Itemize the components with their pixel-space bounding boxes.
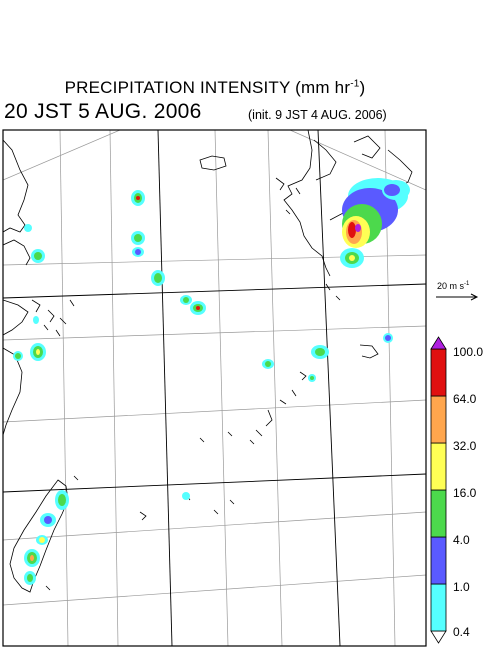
legend-swatch-0 bbox=[430, 583, 447, 632]
map-title: PRECIPITATION INTENSITY (mm hr-1) bbox=[0, 78, 430, 98]
precipitation-cells bbox=[13, 178, 410, 585]
legend-label-4: 4.0 bbox=[453, 533, 470, 547]
legend-swatch-5 bbox=[430, 348, 447, 397]
legend-label-1: 1.0 bbox=[453, 580, 470, 594]
wind-scale-label: 20 m s-1 bbox=[437, 281, 469, 291]
legend-label-64: 64.0 bbox=[453, 392, 477, 406]
legend-label-16: 16.0 bbox=[453, 486, 477, 500]
legend-swatch-3 bbox=[430, 442, 447, 491]
wind-scale-arrow bbox=[436, 293, 479, 301]
legend-bottom-triangle bbox=[430, 630, 447, 644]
coastlines bbox=[3, 130, 413, 593]
legend-label-32: 32.0 bbox=[453, 439, 477, 453]
legend-swatch-1 bbox=[430, 536, 447, 585]
legend-label-100: 100.0 bbox=[453, 345, 484, 359]
main-grid-lines bbox=[3, 130, 426, 646]
legend-label-0-4: 0.4 bbox=[453, 625, 470, 639]
graticule bbox=[3, 130, 426, 646]
wind-scale-text: 20 m s bbox=[437, 281, 465, 291]
init-time: (init. 9 JST 4 AUG. 2006) bbox=[248, 108, 387, 122]
title-unit-exponent: -1 bbox=[350, 78, 360, 90]
wind-scale-exponent: -1 bbox=[464, 281, 470, 287]
legend-swatch-2 bbox=[430, 489, 447, 538]
legend-swatch-4 bbox=[430, 395, 447, 444]
valid-time: 20 JST 5 AUG. 2006 bbox=[4, 100, 202, 123]
legend-top-triangle bbox=[430, 336, 447, 350]
title-close: ) bbox=[359, 78, 366, 97]
map-frame bbox=[2, 129, 427, 647]
title-text: PRECIPITATION INTENSITY (mm hr bbox=[64, 78, 351, 97]
